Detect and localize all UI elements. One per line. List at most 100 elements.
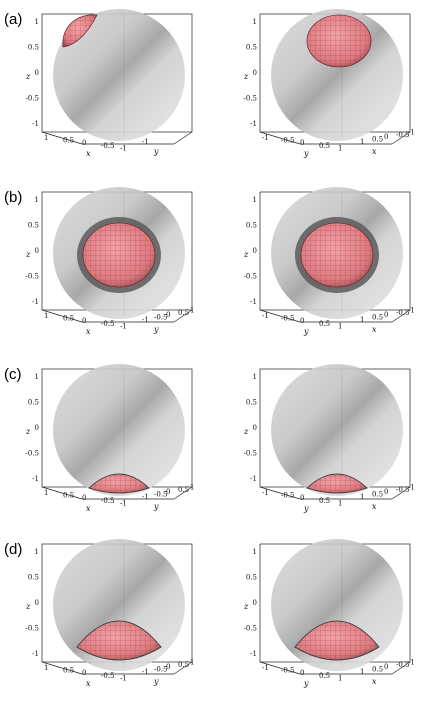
box-edge [391,486,411,500]
x-tick-label: 0 [384,133,388,141]
x-tick-label: 0 [384,311,388,319]
z-tick-label: -0.5 [244,95,258,103]
z-axis-label: z [243,602,249,611]
x-tick-label: 1 [44,134,48,142]
surface-mesh [88,473,150,494]
z-tick-label: 1 [35,548,39,556]
y-tick-label: 0 [300,139,304,147]
y-tick-label: 0.5 [319,320,330,328]
panel-2-0: 10.50-0.5-1z1 0.5 0 -0.5 -1-1 -0.50 0.5 1x y [25,364,194,513]
z-axis-label: z [25,72,31,81]
box-edge [259,486,301,500]
x-tick-label: 0 [384,488,388,496]
y-axis-label: y [303,679,309,688]
z-tick-label: 0.5 [246,44,257,52]
y-tick-label: 0.5 [178,309,189,317]
box-edge [259,309,301,323]
z-axis-label: z [25,427,31,436]
z-tick-label: 0 [35,247,39,255]
z-tick-label: 1 [253,548,257,556]
z-tick-label: 0.5 [246,574,257,582]
y-tick-label: 0 [166,663,170,671]
box-edge [41,486,83,500]
z-tick-label: 1 [253,196,257,204]
z-tick-label: 0.5 [28,574,39,582]
x-tick-label: 0.5 [63,137,74,145]
y-tick-label: 0 [166,488,170,496]
z-tick-label: 0.5 [246,222,257,230]
x-tick-label: -0.5 [101,142,115,150]
box-edge [173,131,193,145]
x-tick-label: 0.5 [63,315,74,323]
x-tick-label: -1 [408,658,415,666]
surface-mesh [306,473,368,494]
box-edge [391,309,411,323]
y-tick-label: -0.5 [154,314,168,322]
y-tick-label: 0.5 [319,497,330,505]
panel-label: (b) [4,189,22,206]
surface-mesh [306,14,372,68]
z-tick-label: -1 [250,475,257,483]
x-tick-label: -1 [408,306,415,314]
x-tick-label: 0.5 [63,492,74,500]
x-axis-label: x [372,325,377,334]
x-tick-label: -0.5 [396,131,410,139]
z-axis-label: z [243,250,249,259]
x-tick-label: -1 [120,322,127,330]
z-axis-label: z [243,72,249,81]
y-tick-label: -1 [142,668,149,676]
y-tick-label: 0.5 [319,142,330,150]
surface-mesh [62,14,98,48]
z-tick-label: 0 [253,424,257,432]
z-tick-label: 0 [35,69,39,77]
x-tick-label: 0 [82,317,86,325]
z-axis-label: z [25,250,31,259]
x-axis-label: x [86,327,91,336]
x-tick-label: 0.5 [372,666,383,674]
y-axis-label: y [303,327,309,336]
x-tick-label: 1 [360,493,364,501]
z-tick-label: -0.5 [244,273,258,281]
x-tick-label: 1 [44,664,48,672]
x-axis-label: x [372,147,377,156]
z-tick-label: 0.5 [246,399,257,407]
panel-0-1: 10.50-0.5-1z-1 -0.5 0 0.5 11 0.5 0 -0.5-1y x [243,9,415,158]
z-axis-label: z [25,602,31,611]
x-tick-label: 1 [44,489,48,497]
x-tick-label: -1 [408,128,415,136]
y-tick-label: 0 [166,311,170,319]
y-tick-label: -1 [262,489,269,497]
x-tick-label: 0 [82,494,86,502]
z-axis-label: z [243,427,249,436]
z-tick-label: 1 [35,18,39,26]
box-edge [173,309,193,323]
x-tick-label: -0.5 [396,486,410,494]
x-axis-label: x [372,502,377,511]
box-edge [259,131,301,145]
x-tick-label: -0.5 [396,309,410,317]
y-tick-label: 1 [338,499,342,507]
z-tick-label: -1 [32,120,39,128]
z-tick-label: -0.5 [26,95,40,103]
z-tick-label: -1 [32,298,39,306]
y-tick-label: 0 [300,317,304,325]
x-tick-label: -0.5 [101,497,115,505]
x-tick-label: -0.5 [101,672,115,680]
x-tick-label: 0.5 [372,314,383,322]
z-tick-label: 0 [35,599,39,607]
x-axis-label: x [86,149,91,158]
x-tick-label: 1 [44,312,48,320]
z-tick-label: -1 [250,650,257,658]
y-tick-label: -0.5 [281,667,295,675]
z-tick-label: -1 [250,120,257,128]
box-edge [41,661,83,675]
x-tick-label: 0 [82,139,86,147]
y-tick-label: 1 [338,674,342,682]
y-tick-label: 1 [190,658,194,666]
y-axis-label: y [153,502,159,511]
x-axis-label: x [86,679,91,688]
x-tick-label: 0.5 [372,491,383,499]
y-tick-label: 0.5 [178,486,189,494]
x-tick-label: 1 [360,138,364,146]
box-edge [41,309,83,323]
